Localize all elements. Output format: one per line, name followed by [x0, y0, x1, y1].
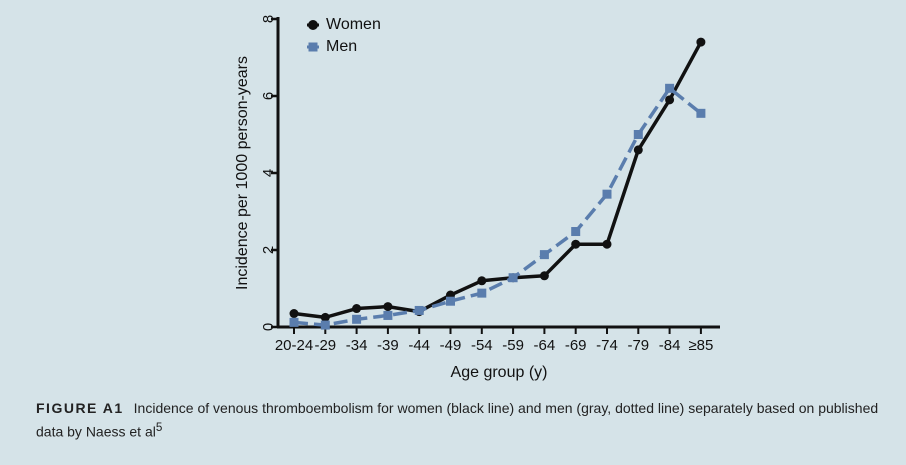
data-point-women [571, 239, 581, 249]
series-men [289, 83, 706, 330]
x-tick-label: -49 [440, 337, 462, 354]
legend-marker-women [308, 20, 318, 30]
y-axis-title: Incidence per 1000 person-years [234, 56, 251, 290]
data-point-women [539, 271, 549, 281]
x-tick-label: -74 [596, 337, 618, 354]
data-point-women [383, 302, 393, 312]
data-point-men [571, 227, 581, 237]
data-point-men [477, 288, 487, 298]
data-point-women [477, 276, 487, 286]
axes: 0 2 4 6 8 Incidence per 1000 person-years 20-2… [234, 15, 720, 381]
data-point-men [383, 310, 393, 320]
series-line-women [293, 41, 703, 320]
caption-text: Incidence of venous thromboembolism for … [36, 400, 879, 440]
x-tick-label: -44 [408, 337, 430, 354]
data-point-men [696, 108, 706, 118]
y-tick-label: 0 [260, 323, 277, 331]
legend-label-men: Men [326, 38, 357, 55]
data-point-men [602, 189, 612, 199]
x-tick-label: 20-24 [275, 337, 313, 354]
data-point-women [633, 145, 643, 155]
data-point-women [320, 312, 330, 322]
x-tick-label: -39 [377, 337, 399, 354]
x-tick-label: ≥85 [688, 337, 713, 354]
series-women [289, 37, 706, 322]
data-point-women [602, 239, 612, 249]
data-point-men [414, 305, 424, 315]
figure-caption: FIGURE A1 Incidence of venous thromboembo… [36, 399, 896, 442]
caption-superscript: 5 [155, 421, 163, 434]
data-point-women [696, 37, 706, 47]
y-tick-label: 8 [260, 15, 277, 23]
data-point-men [508, 273, 518, 283]
x-tick-label: -54 [471, 337, 493, 354]
x-tick-label: -29 [314, 337, 336, 354]
data-point-men [633, 130, 643, 139]
y-tick-label: 2 [260, 246, 277, 254]
data-point-women [352, 304, 362, 314]
x-tick-label: -64 [534, 337, 556, 354]
y-tick-label: 6 [260, 92, 277, 100]
data-point-men [352, 314, 362, 324]
legend-label-women: Women [326, 16, 381, 33]
x-tick-label: -79 [627, 337, 649, 354]
y-tick-label: 4 [260, 169, 277, 177]
x-tick-label: -69 [565, 337, 587, 354]
series-line-men [293, 86, 702, 327]
x-tick-label: -34 [346, 337, 368, 354]
data-point-women [665, 95, 675, 105]
data-point-women [289, 309, 299, 319]
x-axis-title: Age group (y) [451, 364, 548, 381]
data-point-men [320, 320, 330, 330]
legend-marker-men [308, 42, 318, 52]
data-point-men [539, 250, 549, 260]
series-layer [289, 37, 706, 330]
data-point-men [665, 83, 675, 93]
legend: Women Men [307, 16, 381, 55]
caption-label: FIGURE A1 [36, 400, 124, 416]
data-point-men [289, 317, 299, 327]
x-tick-label: -84 [659, 337, 681, 354]
data-point-men [446, 296, 455, 306]
x-tick-label: -59 [502, 337, 524, 354]
